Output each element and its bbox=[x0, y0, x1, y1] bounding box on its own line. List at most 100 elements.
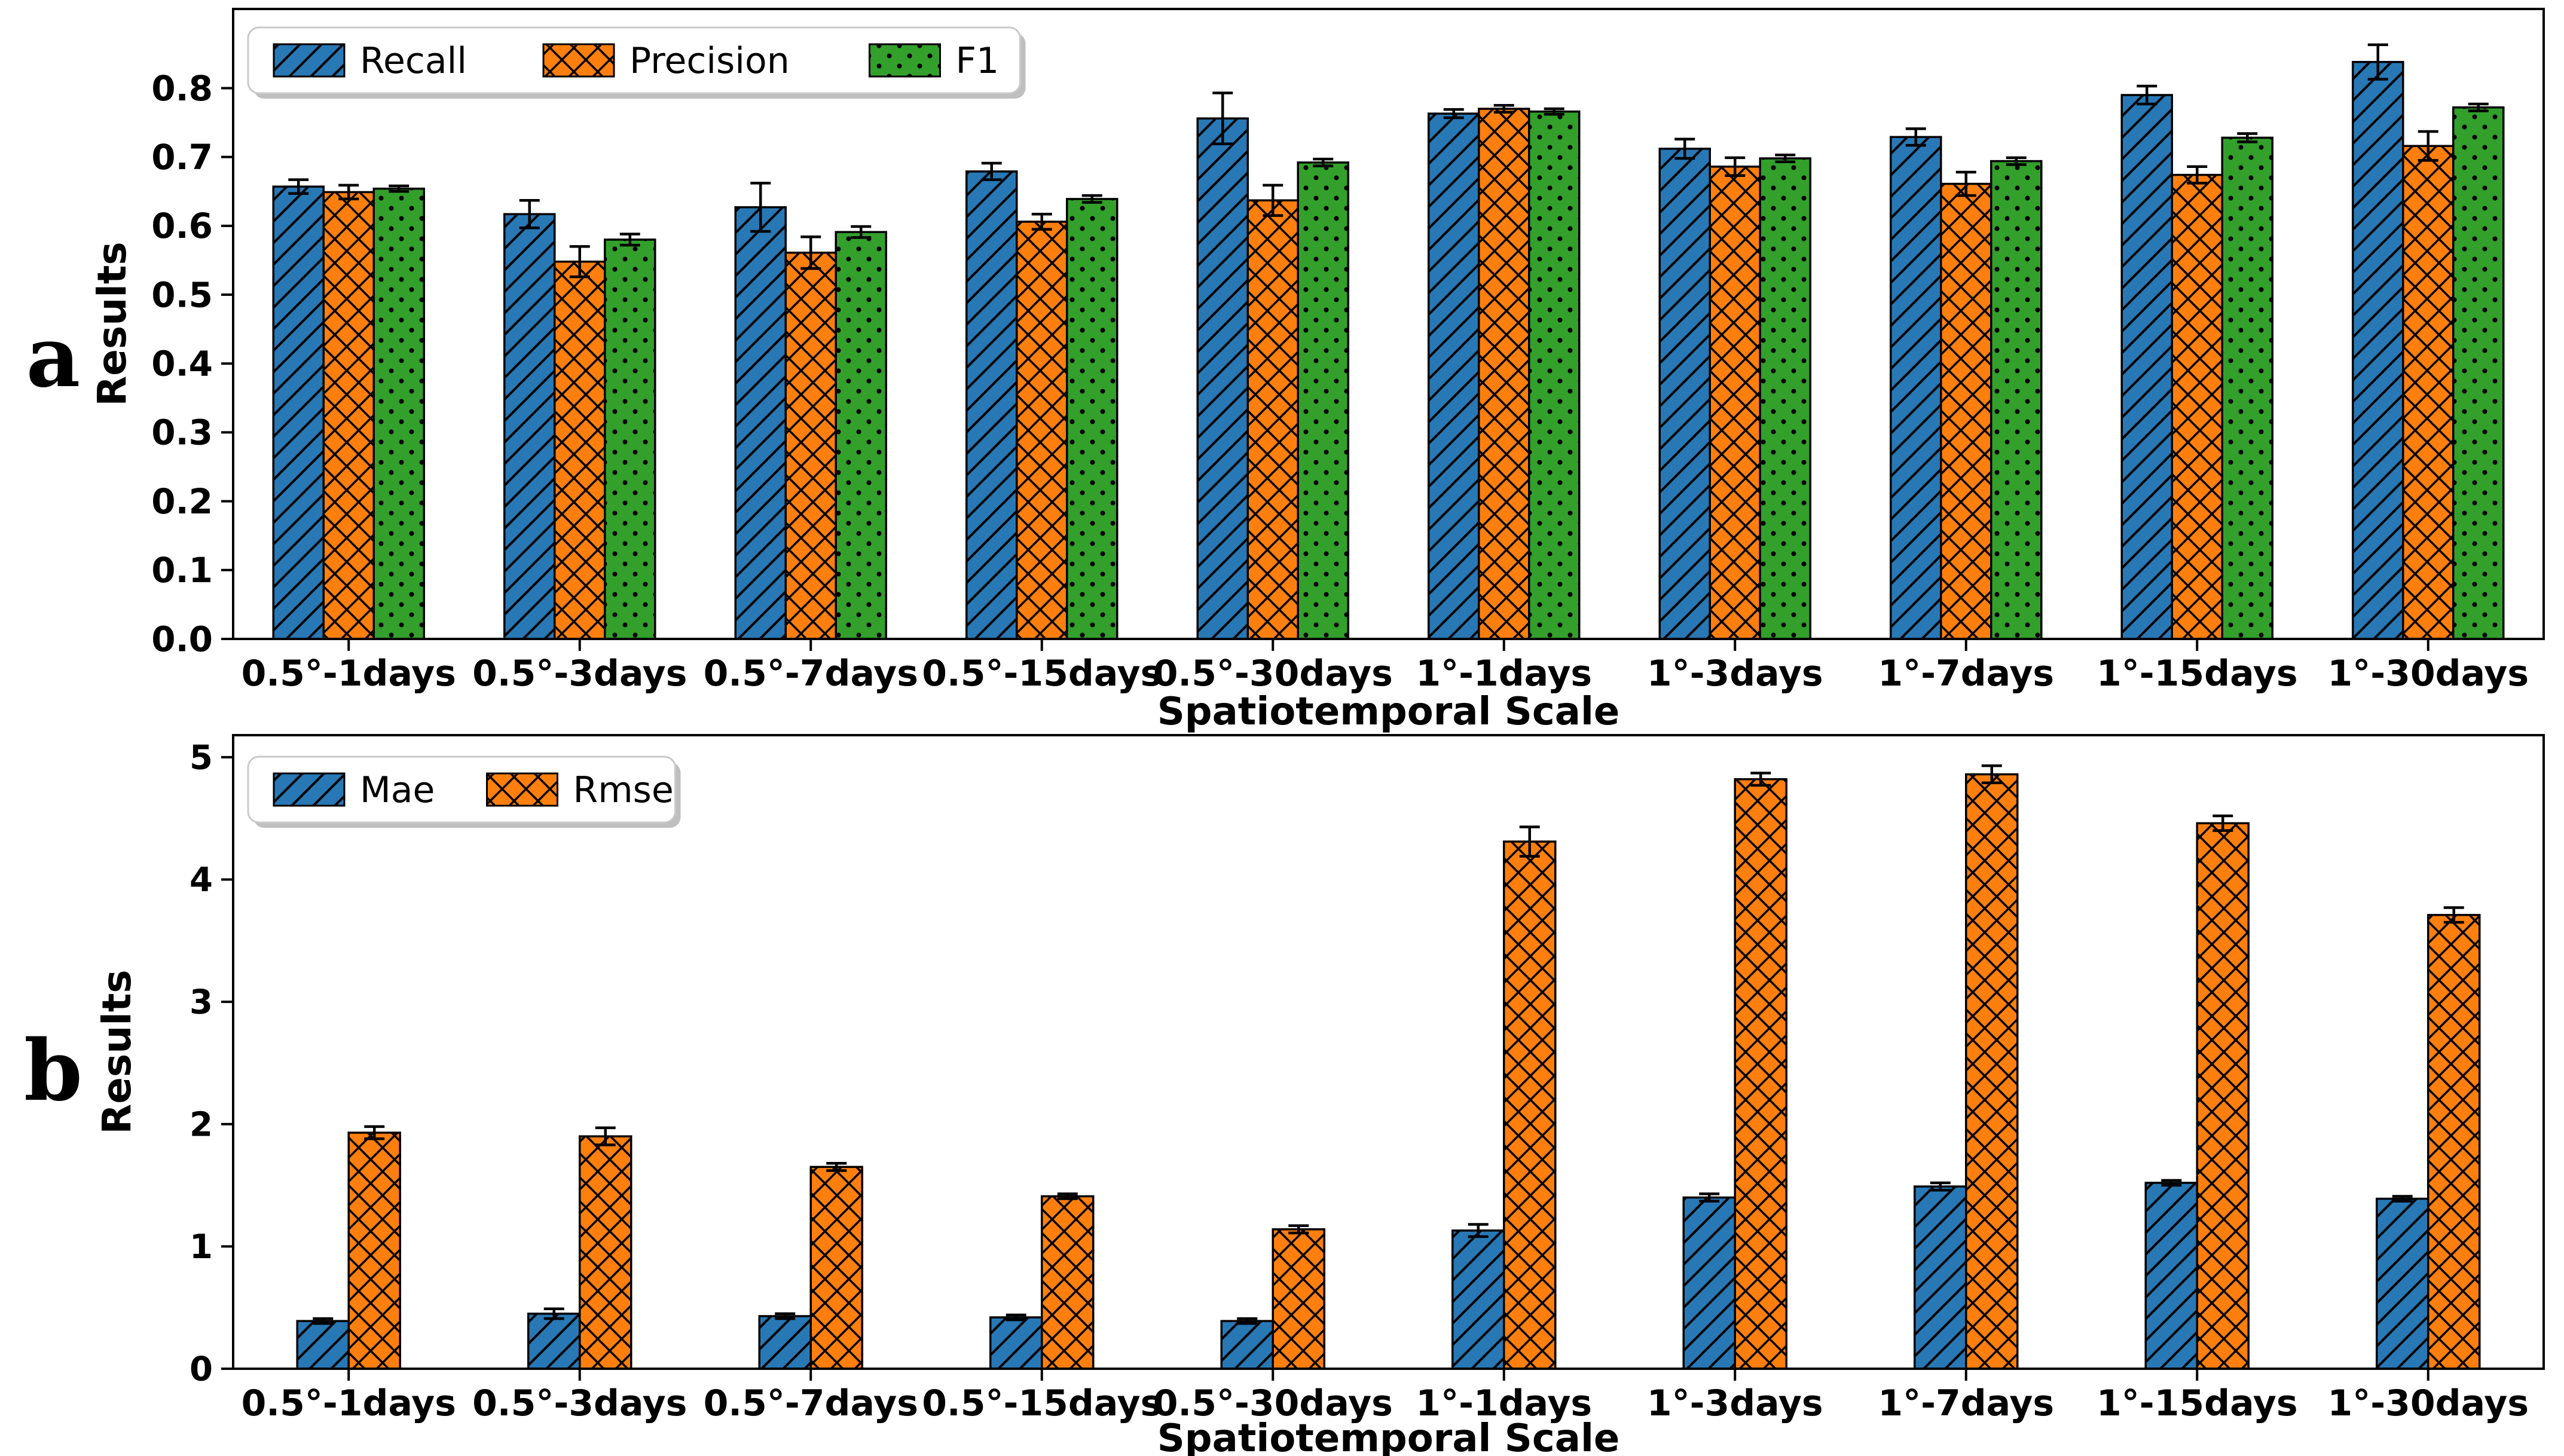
x-tick-label: 1°-7days bbox=[1878, 653, 2054, 695]
bar-rmse bbox=[1272, 1228, 1325, 1370]
legend-label: Recall bbox=[360, 40, 467, 82]
bar-precision bbox=[1940, 182, 1992, 640]
bar-f1 bbox=[1528, 110, 1581, 640]
bar-recall bbox=[734, 206, 787, 640]
x-tick-label: 1°-15days bbox=[2097, 653, 2298, 695]
bar-recall bbox=[2120, 94, 2173, 640]
bar-recall bbox=[1428, 112, 1480, 640]
legend-box bbox=[247, 26, 1021, 94]
x-tick-label: 0.5°-3days bbox=[472, 653, 687, 695]
x-tick-label: 1°-30days bbox=[2327, 1382, 2529, 1424]
legend-swatch-precision bbox=[542, 43, 615, 78]
bar-f1 bbox=[2221, 136, 2273, 640]
legend-label: Precision bbox=[629, 40, 790, 82]
bar-rmse bbox=[1965, 773, 2019, 1370]
x-tick-label: 0.5°-1days bbox=[242, 653, 456, 695]
y-tick-label: 0.2 bbox=[151, 481, 213, 522]
bar-rmse bbox=[1041, 1195, 1095, 1370]
y-tick-label: 3 bbox=[190, 983, 213, 1022]
legend: Recall Precision F1 bbox=[247, 26, 1026, 99]
y-tick-label: 0.8 bbox=[151, 68, 213, 109]
bar-mae bbox=[2376, 1197, 2429, 1370]
bar-mae bbox=[1451, 1229, 1505, 1370]
bar-precision bbox=[1246, 199, 1299, 640]
x-tick-label: 0.5°-15days bbox=[922, 1382, 1162, 1424]
plot-border bbox=[232, 8, 2545, 640]
bar-precision bbox=[322, 191, 375, 640]
y-tick-label: 0.3 bbox=[151, 412, 213, 453]
bar-f1 bbox=[1297, 161, 1349, 640]
bar-mae bbox=[758, 1315, 812, 1370]
x-tick-label: 1°-1days bbox=[1416, 1382, 1592, 1424]
bar-rmse bbox=[2196, 822, 2250, 1370]
bar-mae bbox=[2144, 1182, 2198, 1370]
bar-rmse bbox=[347, 1131, 401, 1370]
bar-f1 bbox=[1066, 198, 1118, 640]
legend-swatch-f1 bbox=[869, 43, 941, 78]
y-tick-label: 0.4 bbox=[151, 344, 213, 384]
y-tick-label: 0.0 bbox=[151, 619, 213, 659]
y-tick-label: 5 bbox=[190, 738, 213, 777]
y-tick-label: 0.7 bbox=[151, 137, 213, 178]
bar-recall bbox=[503, 213, 556, 640]
bar-precision bbox=[554, 261, 606, 640]
bar-f1 bbox=[1990, 160, 2043, 640]
y-axis-title: Results bbox=[89, 241, 135, 406]
bar-mae bbox=[527, 1313, 581, 1370]
bar-recall bbox=[965, 170, 1018, 640]
y-tick-label: 0.1 bbox=[151, 550, 213, 591]
bar-rmse bbox=[1734, 778, 1787, 1370]
x-tick-label: 0.5°-3days bbox=[472, 1382, 687, 1424]
bar-recall bbox=[2352, 60, 2404, 640]
x-tick-label: 1°-30days bbox=[2327, 653, 2529, 695]
bar-mae bbox=[989, 1316, 1043, 1370]
x-tick-label: 1°-7days bbox=[1878, 1382, 2054, 1424]
bar-f1 bbox=[372, 187, 425, 640]
panel-a-chart: 0.0 0.1 0.2 0.3 0.4 0.5 0.6 0.7 0.8 Results 0.5°-1… bbox=[89, 8, 2545, 734]
legend: Mae Rmse bbox=[247, 755, 681, 828]
bar-precision bbox=[784, 252, 837, 640]
y-tick-label: 0 bbox=[190, 1350, 213, 1389]
bar-rmse bbox=[579, 1135, 632, 1370]
bar-precision bbox=[1478, 108, 1530, 640]
bar-recall bbox=[272, 185, 325, 640]
x-tick-label: 0.5°-30days bbox=[1153, 1382, 1393, 1424]
bar-rmse bbox=[1503, 840, 1557, 1370]
bar-recall bbox=[1658, 148, 1711, 640]
bar-recall bbox=[1196, 117, 1249, 640]
y-tick-label: 2 bbox=[190, 1105, 213, 1144]
bar-f1 bbox=[2452, 106, 2505, 640]
y-tick-label: 1 bbox=[190, 1228, 213, 1267]
legend-box bbox=[247, 755, 676, 824]
y-axis-title: Results bbox=[94, 969, 140, 1134]
bar-f1 bbox=[1759, 157, 1811, 640]
legend-label: Mae bbox=[360, 769, 435, 811]
bar-precision bbox=[1709, 166, 1761, 640]
panel-b-letter: b bbox=[24, 1022, 82, 1120]
x-tick-label: 0.5°-15days bbox=[922, 653, 1162, 695]
bar-mae bbox=[1220, 1320, 1274, 1370]
x-axis-title: Spatiotemporal Scale bbox=[1157, 690, 1620, 734]
bar-mae bbox=[1914, 1185, 1967, 1370]
x-tick-label: 0.5°-7days bbox=[704, 1382, 918, 1424]
panel-a-letter: a bbox=[26, 308, 81, 406]
x-tick-label: 1°-15days bbox=[2097, 1382, 2298, 1424]
legend-swatch-mae bbox=[273, 772, 346, 807]
legend-swatch-recall bbox=[273, 43, 346, 78]
bar-precision bbox=[2402, 145, 2455, 640]
bar-f1 bbox=[835, 231, 887, 640]
x-tick-label: 0.5°-7days bbox=[704, 653, 918, 695]
bar-mae bbox=[1682, 1196, 1736, 1370]
bar-f1 bbox=[604, 238, 656, 640]
bar-precision bbox=[2171, 173, 2223, 640]
bar-rmse bbox=[809, 1166, 863, 1370]
x-tick-label: 1°-3days bbox=[1647, 1382, 1823, 1424]
x-tick-label: 1°-1days bbox=[1416, 653, 1592, 695]
legend-swatch-rmse bbox=[486, 772, 558, 807]
panel-b-chart: 0 1 2 3 4 5 Results 0.5°-1days 0.5°-3days 0.5°-7d… bbox=[94, 734, 2545, 1456]
y-tick-label: 0.6 bbox=[151, 206, 213, 246]
y-tick-label: 4 bbox=[190, 861, 213, 900]
x-tick-label: 0.5°-1days bbox=[242, 1382, 456, 1424]
